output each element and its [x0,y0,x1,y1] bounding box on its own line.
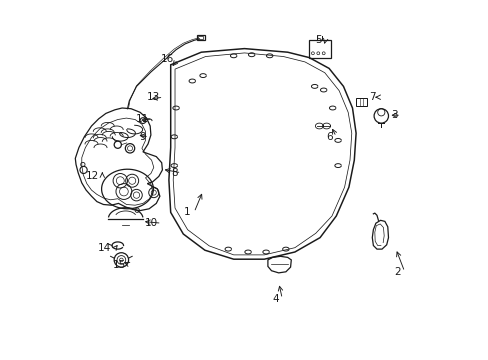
Text: 12: 12 [85,171,99,181]
Text: 4: 4 [271,294,278,304]
Text: 5: 5 [315,35,321,45]
Text: 13: 13 [146,92,160,102]
Text: 9: 9 [139,132,145,142]
Text: 15: 15 [112,260,125,270]
Text: 14: 14 [98,243,111,253]
Text: 16: 16 [161,54,174,64]
Text: 7: 7 [368,92,375,102]
Text: 8: 8 [171,168,178,178]
Text: 2: 2 [394,267,400,277]
Text: 6: 6 [325,132,332,142]
Text: 10: 10 [144,218,158,228]
Text: 3: 3 [390,110,397,120]
Text: 1: 1 [183,207,190,217]
Text: 11: 11 [136,114,149,124]
